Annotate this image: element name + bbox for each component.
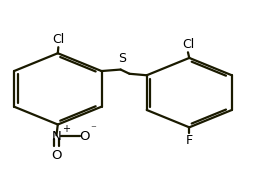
- Text: O: O: [79, 130, 90, 143]
- Text: F: F: [186, 134, 193, 147]
- Text: Cl: Cl: [182, 38, 194, 51]
- Text: N: N: [52, 130, 61, 143]
- Text: S: S: [118, 52, 126, 65]
- Text: ⁻: ⁻: [90, 124, 96, 134]
- Text: +: +: [62, 124, 70, 134]
- Text: Cl: Cl: [53, 33, 65, 46]
- Text: O: O: [51, 149, 62, 162]
